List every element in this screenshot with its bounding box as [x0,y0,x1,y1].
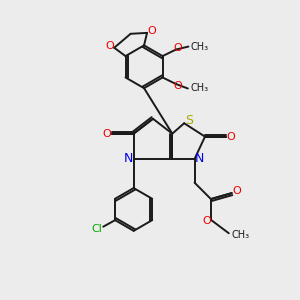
Text: O: O [102,129,111,139]
Text: Cl: Cl [92,224,103,234]
Text: O: O [173,80,182,91]
Text: O: O [227,132,236,142]
Text: N: N [124,152,133,165]
Text: CH₃: CH₃ [190,83,208,94]
Text: O: O [105,41,114,51]
Text: O: O [147,26,156,35]
Text: S: S [185,114,193,127]
Text: CH₃: CH₃ [191,42,209,52]
Text: O: O [202,216,211,226]
Text: N: N [195,152,205,165]
Text: CH₃: CH₃ [232,230,250,240]
Text: O: O [173,43,182,53]
Text: O: O [233,186,242,196]
